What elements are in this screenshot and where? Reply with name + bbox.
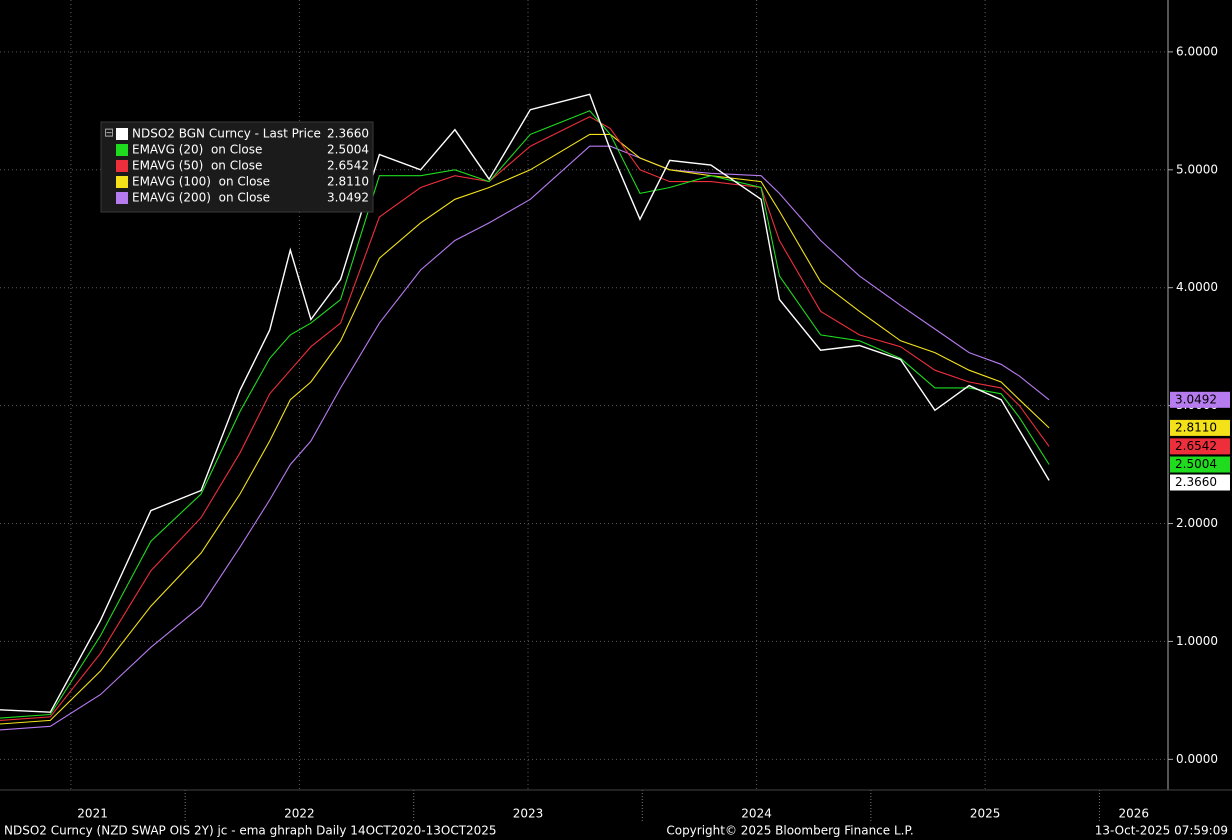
last-value-label: 3.0492 <box>1175 392 1217 406</box>
legend-swatch <box>116 128 128 140</box>
last-value-box <box>1170 438 1230 455</box>
series-line <box>0 110 1050 719</box>
legend-value: 2.5004 <box>327 143 369 157</box>
legend-swatch <box>116 160 128 172</box>
last-value-box <box>1170 456 1230 473</box>
series-line <box>0 116 1050 721</box>
legend-swatch <box>116 192 128 204</box>
legend-label: EMAVG (50) on Close <box>132 159 262 173</box>
legend-toggle: ⊟ <box>104 126 114 140</box>
last-value-label: 2.3660 <box>1175 475 1217 489</box>
legend-value: 2.6542 <box>327 159 369 173</box>
last-value-label: 2.8110 <box>1175 420 1217 434</box>
legend-label: EMAVG (20) on Close <box>132 143 262 157</box>
x-tick-label: 2024 <box>741 807 772 821</box>
x-tick-label: 2021 <box>77 807 108 821</box>
last-value-box <box>1170 419 1230 436</box>
series-line <box>0 145 1050 731</box>
x-tick-label: 2025 <box>970 807 1001 821</box>
legend-swatch <box>116 176 128 188</box>
x-tick-label: 2026 <box>1118 807 1149 821</box>
legend-label: EMAVG (200) on Close <box>132 191 270 205</box>
legend-value: 2.3660 <box>327 127 369 141</box>
y-tick-label: 0.0000 <box>1176 752 1218 766</box>
footer-left: NDSO2 Curncy (NZD SWAP OIS 2Y) jc - ema … <box>4 824 497 838</box>
footer-center: Copyright© 2025 Bloomberg Finance L.P. <box>666 824 913 838</box>
legend-label: EMAVG (100) on Close <box>132 175 270 189</box>
y-tick-label: 5.0000 <box>1176 162 1218 176</box>
x-tick-label: 2022 <box>284 807 315 821</box>
legend-value: 2.8110 <box>327 175 369 189</box>
series-line <box>0 133 1050 725</box>
legend-swatch <box>116 144 128 156</box>
y-tick-label: 4.0000 <box>1176 280 1218 294</box>
legend-box <box>100 121 374 213</box>
last-value-box <box>1170 391 1230 408</box>
footer-right: 13-Oct-2025 07:59:09 <box>1095 824 1228 838</box>
x-tick-label: 2023 <box>513 807 544 821</box>
last-value-label: 2.6542 <box>1175 439 1217 453</box>
last-value-box <box>1170 474 1230 491</box>
last-value-label: 2.5004 <box>1175 457 1217 471</box>
y-tick-label: 2.0000 <box>1176 516 1218 530</box>
y-tick-label: 1.0000 <box>1176 634 1218 648</box>
legend-value: 3.0492 <box>327 191 369 205</box>
y-tick-label: 6.0000 <box>1176 44 1218 58</box>
legend-label: NDSO2 BGN Curncy - Last Price <box>132 127 321 141</box>
series-line <box>0 93 1050 713</box>
